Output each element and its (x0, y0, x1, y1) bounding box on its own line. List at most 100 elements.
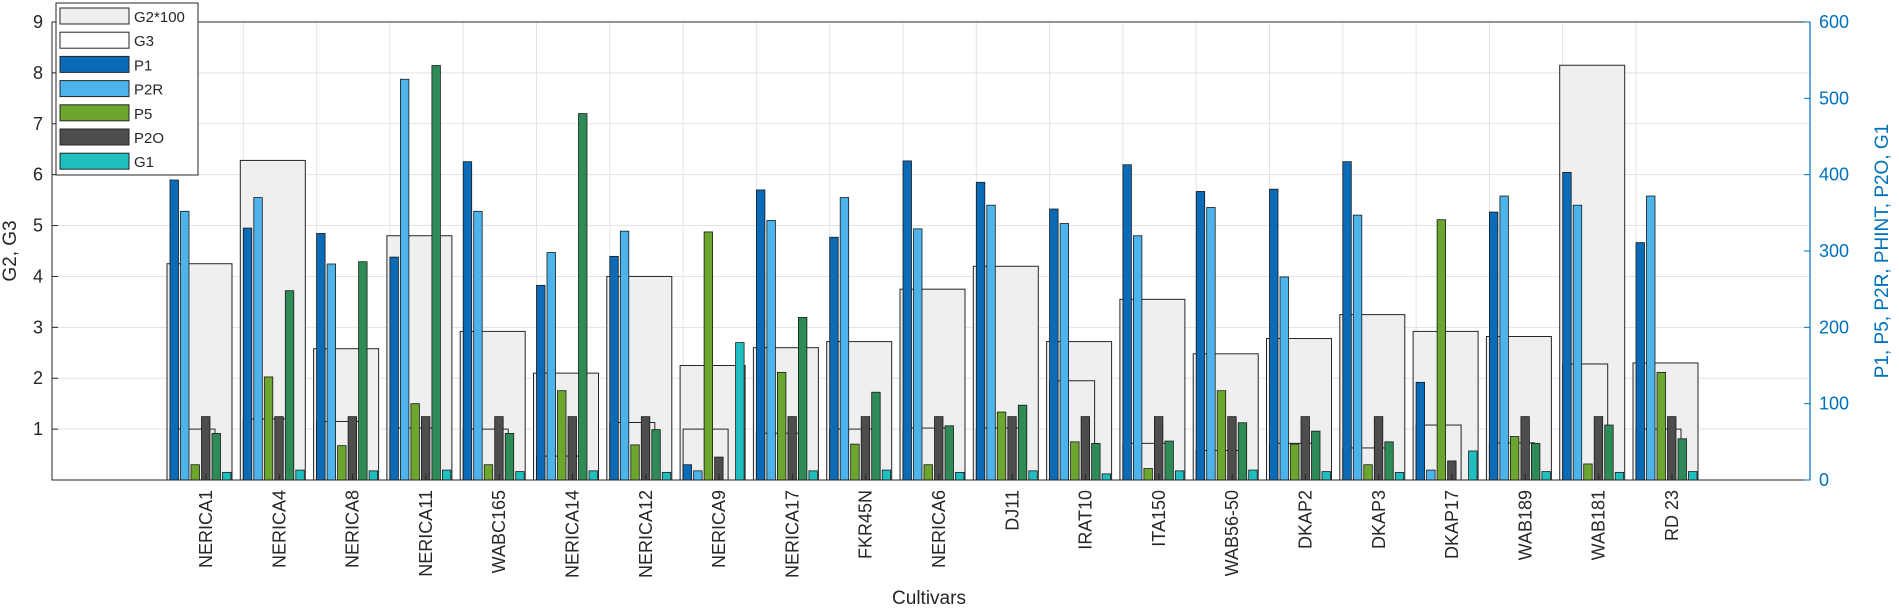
bar-p2o (274, 416, 284, 481)
x-tick-label: NERICA1 (196, 490, 216, 568)
bar-p1 (829, 236, 839, 481)
bar-g1 (295, 469, 305, 481)
bar-p1 (1562, 171, 1572, 481)
y-tick-label-left: 4 (33, 266, 43, 286)
bar-p5 (777, 371, 787, 481)
bar-phint (1017, 404, 1028, 481)
bar-p1 (1415, 381, 1425, 481)
y-tick-label-left: 7 (33, 114, 43, 134)
bar-p2o (640, 416, 651, 481)
bar-phint (358, 261, 368, 481)
bar-p5 (850, 443, 860, 481)
bar-p5 (1363, 464, 1373, 481)
bar-p2r (1352, 214, 1363, 481)
bar-p2r (766, 220, 776, 481)
bar-p1 (902, 160, 912, 481)
bar-phint (1384, 441, 1394, 481)
bar-g1 (1321, 471, 1331, 481)
bar-p1 (975, 181, 986, 481)
legend-label: P1 (134, 57, 152, 74)
bar-p2r (1499, 195, 1509, 481)
bar-p5 (1510, 436, 1520, 481)
bar-phint (651, 429, 661, 481)
legend-label: G1 (134, 154, 154, 171)
bar-p1 (462, 161, 473, 481)
bar-p2r (839, 197, 850, 481)
y-axis-left-label: G2, G3 (0, 220, 21, 281)
bar-p5 (190, 464, 200, 481)
bar-g1 (1468, 450, 1478, 481)
bar-p1 (316, 233, 326, 481)
x-tick-label: IRAT10 (1076, 490, 1096, 550)
legend-swatch (59, 104, 130, 122)
bar-g1 (661, 471, 672, 481)
bar-g1 (735, 342, 745, 481)
bar-phint (1531, 442, 1541, 481)
bar-phint (211, 433, 221, 481)
x-tick-label: DJ11 (1002, 490, 1022, 531)
bar-p5 (1143, 468, 1153, 481)
x-tick-label: NERICA11 (416, 490, 436, 577)
bar-p2r (1059, 223, 1069, 481)
bar-p2o (1080, 416, 1090, 481)
bar-phint (944, 425, 954, 481)
bar-p5 (703, 231, 713, 481)
bar-p1 (1122, 164, 1132, 481)
bar-p1 (169, 179, 179, 481)
bar-p2o (860, 416, 871, 481)
bar-p2r (1426, 469, 1436, 481)
bar-p5 (557, 390, 567, 481)
x-tick-label: WAB189 (1515, 490, 1535, 560)
bar-phint (504, 433, 515, 481)
bar-p1 (609, 255, 619, 481)
bar-p1 (389, 256, 399, 481)
x-tick-label: WAB56-50 (1222, 490, 1242, 576)
bar-g1 (955, 471, 965, 481)
legend-swatch (59, 31, 130, 49)
bar-p2r (693, 470, 703, 481)
bar-p2o (420, 416, 431, 481)
bar-p1 (536, 284, 546, 481)
x-tick-label: NERICA6 (929, 490, 949, 568)
x-tick-label: NERICA14 (563, 490, 583, 578)
bar-g1 (441, 469, 452, 481)
x-tick-label: DKAP17 (1442, 490, 1462, 559)
bar-p2o (1227, 416, 1237, 481)
bar-p2o (1667, 416, 1677, 481)
bar-phint (871, 391, 881, 481)
y-tick-label-right: 200 (1819, 317, 1849, 337)
y-axis-right: 0 100 200 300 400 500 600 (1804, 12, 1849, 490)
bar-g1 (1175, 470, 1185, 481)
bar-phint (284, 290, 295, 481)
bar-g1 (515, 471, 525, 481)
x-tick-label: NERICA4 (269, 490, 289, 568)
bar-p2r (253, 197, 263, 481)
bar-p2r (1646, 195, 1656, 481)
bar-p1 (1342, 161, 1352, 481)
bar-p1 (242, 227, 253, 481)
bar-p1 (1489, 211, 1499, 481)
bar-g1 (808, 470, 818, 481)
bar-p1 (1049, 208, 1059, 481)
x-tick-label: RD 23 (1662, 490, 1682, 541)
bar-p2r (913, 228, 923, 481)
x-tick-label: NERICA12 (636, 490, 656, 578)
bar-p2o (1007, 416, 1017, 481)
x-tick-label: FKR45N (856, 490, 876, 559)
y-tick-label-left: 8 (33, 63, 43, 83)
bar-p5 (1436, 219, 1446, 481)
y-tick-label-left: 2 (33, 368, 43, 388)
bar-p1 (756, 189, 766, 481)
bar-p2o (1520, 416, 1530, 481)
x-tick-label: WAB181 (1589, 490, 1609, 560)
y-tick-label-right: 100 (1819, 394, 1849, 414)
bar-p2o (494, 416, 504, 481)
y-tick-label-right: 500 (1819, 88, 1849, 108)
x-tick-label: DKAP3 (1369, 490, 1389, 549)
bar-p2r (986, 204, 996, 481)
x-tick-label: NERICA17 (782, 490, 802, 578)
y-tick-label-left: 3 (33, 317, 43, 337)
bar-p2r (399, 78, 410, 481)
bar-phint (1604, 424, 1614, 481)
bar-phint (1164, 440, 1174, 481)
